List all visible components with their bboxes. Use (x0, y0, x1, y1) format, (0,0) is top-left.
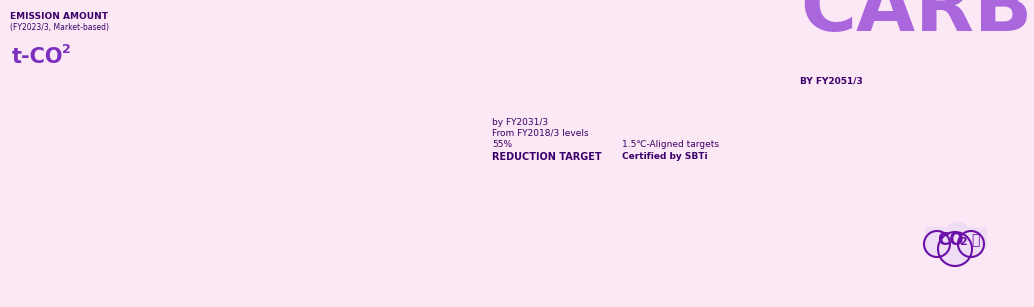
Text: CO: CO (937, 231, 964, 249)
Text: 1.5℃-Aligned targets: 1.5℃-Aligned targets (622, 140, 719, 149)
Text: BY FY2051/3: BY FY2051/3 (800, 77, 862, 86)
Text: t-CO: t-CO (12, 47, 63, 67)
Text: 🍃: 🍃 (971, 233, 979, 247)
FancyBboxPatch shape (925, 227, 987, 249)
Text: 2: 2 (62, 43, 70, 56)
Text: 55%: 55% (492, 140, 512, 149)
Text: 2: 2 (960, 237, 967, 247)
Circle shape (924, 231, 950, 257)
Text: by FY2031/3: by FY2031/3 (492, 118, 548, 127)
Text: Certified by SBTi: Certified by SBTi (622, 152, 707, 161)
Circle shape (938, 232, 972, 266)
Text: From FY2018/3 levels: From FY2018/3 levels (492, 129, 588, 138)
Text: EMISSION AMOUNT: EMISSION AMOUNT (10, 12, 108, 21)
Circle shape (957, 231, 984, 257)
Circle shape (945, 222, 969, 246)
Text: CARBON: CARBON (800, 0, 1034, 47)
Text: REDUCTION TARGET: REDUCTION TARGET (492, 152, 602, 162)
Text: (FY2023/3, Market-based): (FY2023/3, Market-based) (10, 23, 109, 32)
